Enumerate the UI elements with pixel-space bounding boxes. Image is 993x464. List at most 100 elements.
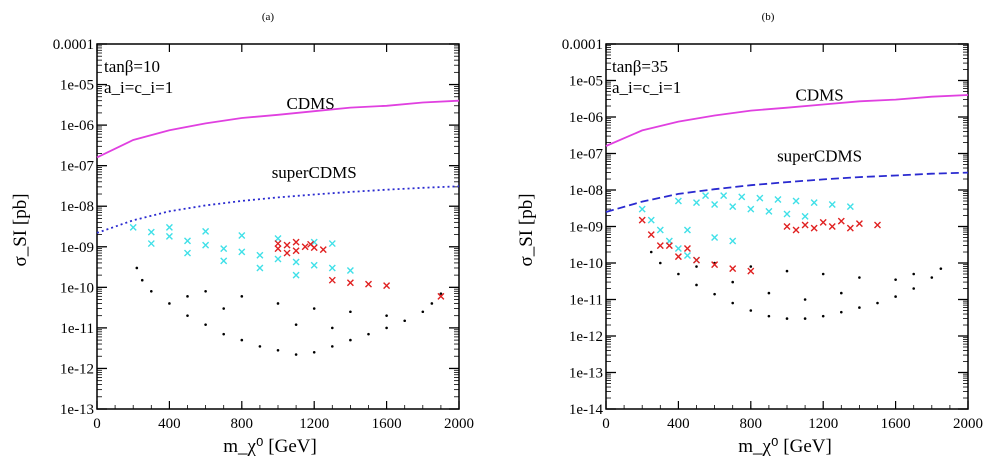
y-tick-label: 1e-11 bbox=[60, 321, 94, 337]
data-point bbox=[202, 227, 210, 235]
data-point bbox=[765, 207, 773, 215]
data-point bbox=[310, 261, 318, 269]
x-tick-label: 1600 bbox=[372, 416, 402, 432]
data-point bbox=[846, 224, 854, 232]
data-point bbox=[328, 240, 336, 248]
annotation-tanbeta: tanβ=35 bbox=[612, 57, 668, 76]
scatter-points-b bbox=[638, 192, 943, 320]
data-point bbox=[312, 307, 316, 310]
data-point bbox=[292, 258, 300, 266]
data-point bbox=[828, 201, 836, 209]
y-tick-label: 0.0001 bbox=[562, 37, 603, 53]
data-point bbox=[702, 192, 710, 200]
x-axis-label: m_χ⁰ [GeV] bbox=[738, 436, 832, 457]
data-point bbox=[204, 323, 207, 326]
data-point bbox=[294, 353, 298, 356]
axis-ticks-b bbox=[605, 43, 969, 410]
data-point bbox=[801, 221, 809, 229]
data-point bbox=[713, 292, 716, 296]
data-point bbox=[346, 267, 354, 274]
data-point bbox=[346, 279, 354, 287]
x-tick-label: 400 bbox=[667, 416, 690, 432]
data-point bbox=[683, 226, 691, 234]
data-point bbox=[165, 223, 173, 231]
y-tick-label: 1e-05 bbox=[569, 74, 603, 90]
data-point bbox=[240, 295, 244, 298]
y-tick-label: 1e-14 bbox=[569, 402, 604, 418]
data-point bbox=[803, 317, 807, 320]
data-point bbox=[659, 261, 662, 265]
scatter-points-a bbox=[129, 223, 445, 356]
data-point bbox=[310, 238, 318, 246]
data-point bbox=[785, 269, 789, 273]
x-tick-label: 1200 bbox=[808, 416, 838, 432]
y-axis-label: σ_SI [pb] bbox=[10, 193, 31, 266]
data-point bbox=[819, 218, 827, 226]
curve-label-supercdms: superCDMS bbox=[272, 163, 357, 182]
data-point bbox=[292, 238, 300, 246]
data-point bbox=[828, 223, 836, 230]
data-point bbox=[204, 289, 207, 293]
data-point bbox=[319, 246, 327, 254]
y-tick-label: 1e-09 bbox=[60, 240, 94, 256]
data-point bbox=[747, 267, 755, 275]
data-point bbox=[821, 314, 825, 318]
data-point bbox=[283, 241, 291, 249]
data-point bbox=[638, 205, 646, 213]
tick-labels-a: 0 400 800 1200 1600 2000 1e-13 1e-12 1e-11 1e-10 1… bbox=[53, 37, 474, 432]
data-point bbox=[729, 237, 737, 245]
data-point bbox=[749, 309, 753, 312]
x-tick-label: 800 bbox=[231, 416, 254, 432]
y-tick-label: 1e-08 bbox=[60, 199, 94, 215]
data-point bbox=[858, 306, 861, 309]
data-point bbox=[274, 245, 282, 253]
x-tick-label: 2000 bbox=[953, 416, 983, 432]
data-point bbox=[783, 210, 791, 218]
data-point bbox=[150, 289, 153, 293]
data-point bbox=[767, 314, 771, 318]
y-tick-label: 1e-05 bbox=[60, 78, 94, 94]
data-point bbox=[283, 249, 291, 257]
data-point bbox=[220, 257, 228, 265]
data-point bbox=[876, 301, 879, 305]
x-tick-label: 1600 bbox=[881, 416, 911, 432]
data-point bbox=[430, 302, 434, 305]
data-point bbox=[129, 223, 137, 231]
data-point bbox=[220, 245, 228, 253]
data-point bbox=[894, 295, 897, 298]
data-point bbox=[274, 255, 282, 263]
y-tick-label: 1e-13 bbox=[569, 366, 603, 382]
data-point bbox=[674, 244, 682, 252]
data-point bbox=[307, 240, 315, 248]
data-point bbox=[186, 314, 189, 317]
data-point bbox=[738, 193, 746, 201]
curve-supercdms bbox=[96, 185, 460, 234]
annotation-tanbeta: tanβ=10 bbox=[104, 57, 160, 76]
data-point bbox=[184, 237, 191, 245]
y-tick-label: 1e-12 bbox=[569, 329, 603, 345]
data-point bbox=[693, 199, 700, 207]
data-point bbox=[365, 280, 372, 288]
x-tick-label: 2000 bbox=[444, 416, 474, 432]
data-point bbox=[756, 194, 764, 202]
data-point bbox=[840, 310, 843, 314]
data-point bbox=[803, 298, 807, 301]
data-point bbox=[720, 192, 728, 200]
x-tick-label: 0 bbox=[93, 416, 101, 432]
reference-curves-a: CDMS superCDMS bbox=[96, 94, 460, 234]
data-point bbox=[367, 332, 370, 336]
curve-label-supercdms: superCDMS bbox=[777, 147, 862, 166]
data-point bbox=[912, 272, 915, 276]
data-point bbox=[858, 276, 861, 279]
data-point bbox=[683, 252, 691, 260]
data-point bbox=[711, 261, 719, 269]
data-point bbox=[674, 253, 682, 261]
data-point bbox=[328, 264, 336, 272]
annotation-couplings: a_i=c_i=1 bbox=[104, 78, 173, 97]
data-point bbox=[147, 228, 155, 236]
data-point bbox=[731, 301, 734, 305]
data-point bbox=[783, 223, 791, 230]
data-point bbox=[276, 302, 280, 305]
curve-label-cdms: CDMS bbox=[286, 94, 334, 113]
